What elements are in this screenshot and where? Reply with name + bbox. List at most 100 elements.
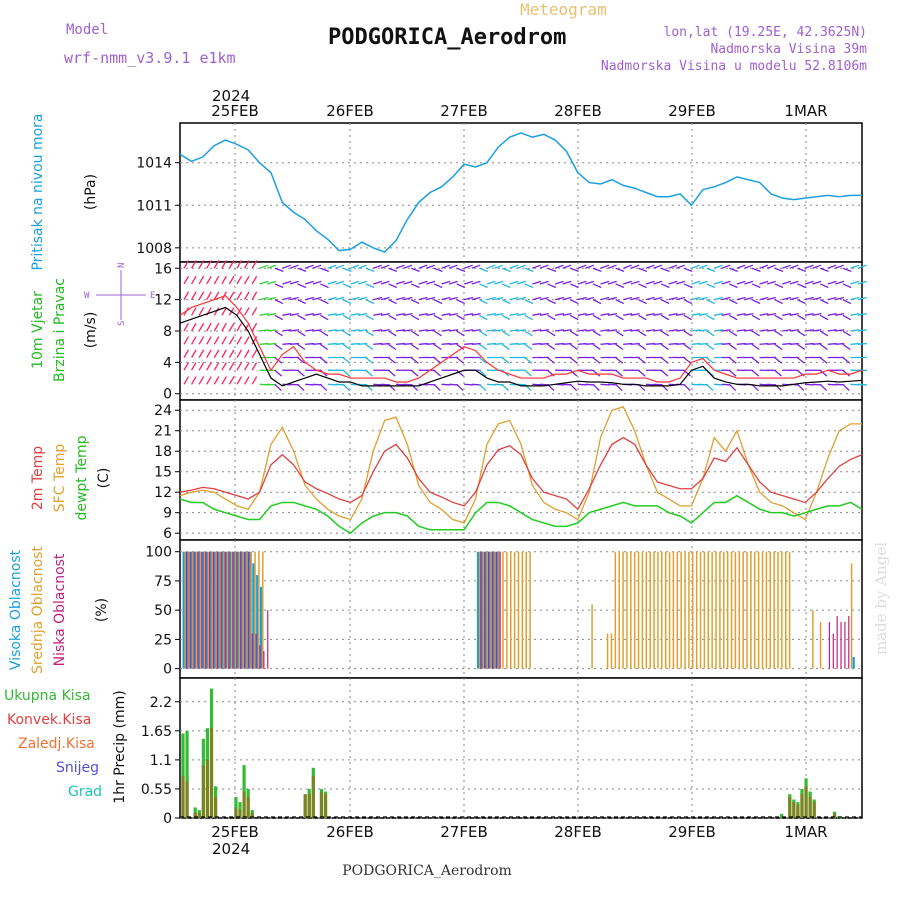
wind-barb	[297, 343, 306, 351]
wind-barb	[312, 312, 322, 316]
wind-barb	[736, 280, 746, 285]
wind-barb	[388, 314, 397, 321]
wind-barb	[532, 312, 542, 316]
wind-barb	[441, 296, 451, 301]
wind-barb	[615, 299, 625, 305]
wind-barb	[274, 283, 284, 289]
wind-barb	[244, 349, 250, 358]
wind-barb	[554, 264, 564, 269]
wind-barb	[327, 296, 337, 301]
wind-barb	[448, 329, 459, 332]
wind-axis-unit: (m/s)	[83, 312, 99, 349]
wind-barb	[615, 283, 625, 289]
conv-precip-bar	[792, 802, 796, 818]
wind-barb	[221, 260, 227, 269]
wind-barb	[835, 329, 845, 332]
conv-precip-bar	[808, 796, 812, 818]
wind-barb	[441, 280, 451, 285]
wind-barb	[774, 267, 784, 272]
wind-barb	[766, 312, 777, 316]
wind-barb	[236, 291, 243, 300]
wind-barb	[350, 342, 360, 345]
wind-barb	[221, 336, 227, 345]
high-cloud-bar	[252, 563, 255, 669]
wind-barb	[812, 329, 822, 332]
wind-barb	[562, 296, 572, 301]
wind-barb	[410, 299, 420, 305]
mid-cloud-bar	[719, 551, 721, 669]
wind-barb	[524, 314, 533, 321]
conv-precip-bar	[311, 775, 315, 818]
wind-barb	[607, 329, 618, 332]
wind-barb	[319, 357, 328, 364]
low-cloud-bar	[836, 616, 838, 669]
wind-barb	[850, 383, 860, 386]
wind-barb	[562, 312, 572, 316]
wind-barb	[509, 312, 519, 316]
wind-barb	[373, 280, 383, 285]
mid-cloud-bar	[490, 551, 493, 669]
conv-precip-bar	[246, 796, 250, 818]
wind-barb	[714, 329, 724, 332]
wind-barb	[516, 264, 526, 269]
wind-barb	[532, 383, 542, 386]
wind-barb	[532, 296, 542, 301]
wind-barb	[327, 383, 337, 386]
mid-cloud-bar	[630, 551, 632, 669]
low-cloud-bar	[848, 616, 850, 669]
wind-barb	[410, 283, 420, 289]
wind-barb	[342, 369, 351, 377]
wind-barb	[691, 383, 701, 386]
mid-cloud-bar	[517, 551, 520, 669]
low-cloud-bar	[844, 621, 846, 669]
wind-barb	[615, 314, 624, 321]
wind-barb	[607, 264, 617, 269]
wind-barb	[728, 383, 737, 392]
wind-barb	[819, 330, 829, 337]
wind-barb	[206, 291, 212, 300]
wind-barb	[729, 283, 738, 289]
total-precip-bar	[185, 730, 189, 818]
mid-cloud-bar	[219, 551, 221, 669]
wind-barb	[350, 264, 360, 269]
wind-barb	[766, 280, 776, 285]
conv-precip-bar	[185, 781, 189, 818]
mid-cloud-bar	[610, 633, 613, 669]
wind-barb	[206, 349, 212, 358]
watermark: made by Angel	[872, 542, 890, 655]
top-date-tick: 28FEB	[554, 102, 601, 120]
wind-barb	[751, 343, 760, 351]
high-cloud-bar	[205, 551, 208, 669]
wind-barb	[251, 322, 258, 332]
wind-barb	[539, 312, 549, 316]
wind-barb	[600, 329, 610, 332]
wind-barb	[539, 296, 549, 301]
wind-barb	[221, 322, 227, 332]
high-cloud-bar	[182, 551, 185, 669]
conv-precip-bar	[234, 807, 238, 818]
high-cloud-bar	[480, 551, 483, 669]
wind-barb	[782, 329, 792, 332]
wind-barb	[198, 307, 205, 316]
low-cloud-bar	[220, 551, 222, 669]
mid-cloud-bar	[664, 551, 667, 669]
wind-barb	[191, 376, 197, 385]
wind-barb	[592, 299, 602, 305]
cloud-tick-label: 25	[154, 632, 172, 648]
mid-cloud-bar	[785, 551, 787, 669]
mid-cloud-bar	[746, 551, 748, 669]
cloud-tick-label: 75	[154, 574, 172, 590]
mid-cloud-bar	[509, 551, 512, 669]
wind-barb	[433, 299, 443, 305]
wind-barb	[819, 357, 828, 364]
wind-barb	[517, 329, 527, 332]
conv-precip-bar	[205, 759, 210, 818]
wind-barb	[728, 299, 738, 305]
wind-barb	[736, 264, 746, 269]
wind-barb	[713, 264, 723, 269]
wind-barb	[835, 312, 845, 316]
wind-barb	[637, 357, 646, 364]
wind-barb	[183, 349, 190, 358]
wind-barb	[782, 342, 792, 345]
low-cloud-bar	[216, 551, 218, 669]
